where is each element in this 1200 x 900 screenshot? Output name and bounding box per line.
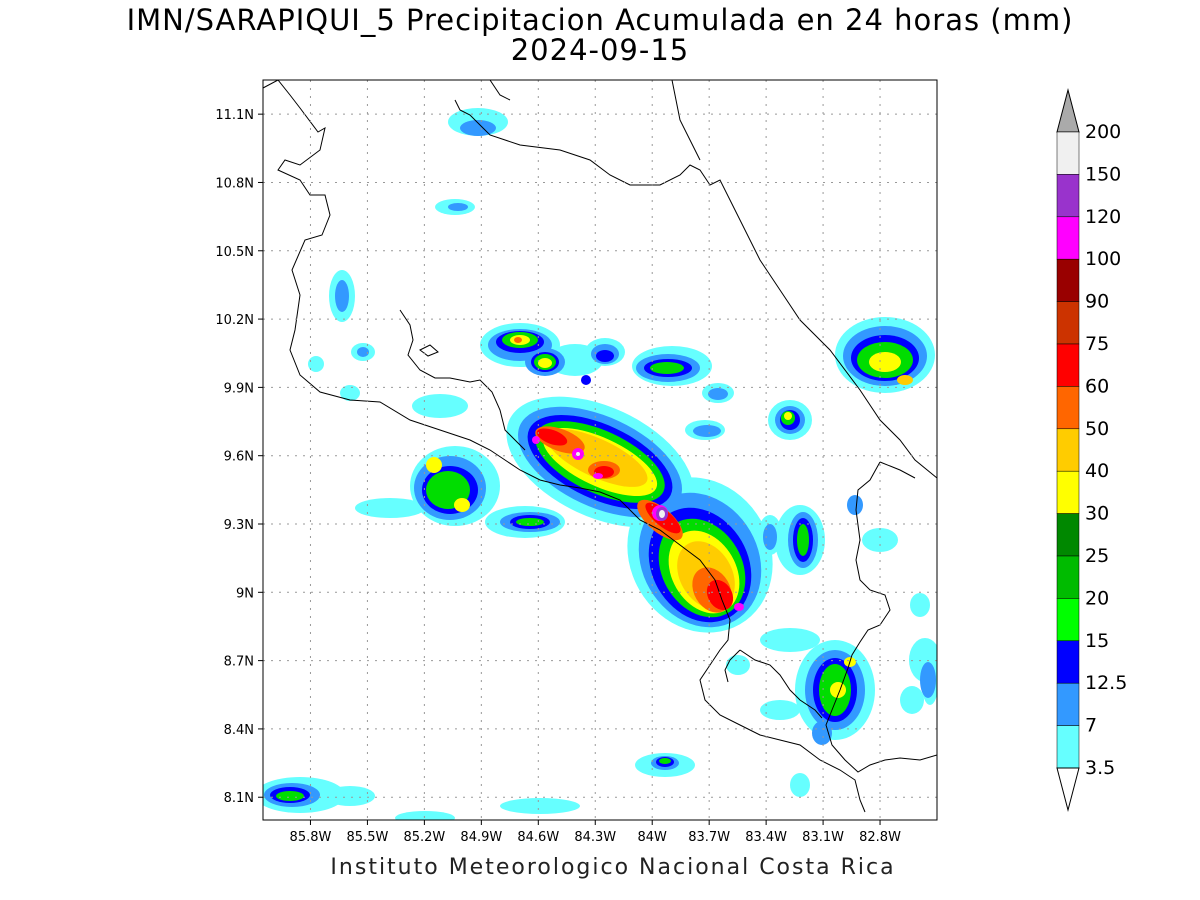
latitude-axis: 11.1N 10.8N 10.5N 10.2N 9.9N 9.6N 9.3N 9N 8.7N 8.… — [215, 108, 263, 806]
precip-200mm — [576, 452, 665, 518]
colorbar-segment — [1056, 555, 1080, 599]
colorbar-label: 120 — [1085, 206, 1121, 228]
lat-tick-label: 8.4N — [224, 723, 254, 738]
lat-tick-label: 11.1N — [215, 108, 254, 123]
colorbar-label: 30 — [1085, 503, 1109, 525]
colorbar-label: 75 — [1085, 333, 1109, 355]
colorbar-segment — [1056, 640, 1080, 684]
plot-area — [263, 80, 937, 820]
lon-tick-label: 83.1W — [802, 830, 844, 845]
map-grid — [263, 80, 937, 820]
lat-tick-label: 10.5N — [215, 245, 254, 260]
colorbar-segment — [1056, 258, 1080, 302]
colorbar-segment — [1056, 682, 1080, 726]
lat-tick-label: 10.2N — [215, 313, 254, 328]
lon-tick-label: 85.5W — [347, 830, 389, 845]
map-date: 2024-09-15 — [510, 33, 690, 67]
colorbar-label: 12.5 — [1085, 672, 1127, 694]
colorbar-segment — [1056, 470, 1080, 514]
colorbar-segment — [1056, 386, 1080, 430]
map-frame — [262, 79, 938, 821]
lon-tick-label: 83.4W — [745, 830, 787, 845]
colorbar-label: 50 — [1085, 418, 1109, 440]
colorbar-label: 150 — [1085, 163, 1121, 185]
colorbar-label: 60 — [1085, 375, 1109, 397]
colorbar: 200 150 120 100 90 75 60 50 40 30 25 20 15 12.5 7 3.5 — [1056, 88, 1127, 812]
longitude-axis: 85.8W 85.5W 85.2W 84.9W 84.6W 84.3W 84W 83.7W 83… — [290, 820, 901, 845]
colorbar-label: 15 — [1085, 630, 1109, 652]
coastlines — [263, 80, 937, 813]
lon-tick-label: 83.7W — [688, 830, 730, 845]
lon-tick-label: 82.8W — [859, 830, 901, 845]
lat-tick-label: 8.1N — [224, 791, 254, 806]
credit-text: Instituto Meteorologico Nacional Costa R… — [330, 855, 896, 880]
lon-tick-label: 84.6W — [517, 830, 559, 845]
colorbar-top-arrow — [1056, 88, 1080, 133]
lat-tick-label: 8.7N — [224, 655, 254, 670]
lat-tick-label: 9.9N — [224, 381, 254, 396]
colorbar-segment — [1056, 301, 1080, 345]
lat-tick-label: 10.8N — [215, 176, 254, 191]
lat-tick-label: 9N — [236, 586, 254, 601]
colorbar-segment — [1056, 174, 1080, 218]
lon-tick-label: 85.2W — [403, 830, 445, 845]
lon-tick-label: 85.8W — [290, 830, 332, 845]
colorbar-label: 40 — [1085, 460, 1109, 482]
colorbar-segment — [1056, 725, 1080, 769]
colorbar-label: 90 — [1085, 291, 1109, 313]
lat-tick-label: 9.6N — [224, 450, 254, 465]
colorbar-label: 20 — [1085, 587, 1109, 609]
colorbar-label: 25 — [1085, 545, 1109, 567]
lon-tick-label: 84.3W — [574, 830, 616, 845]
lon-tick-label: 84.9W — [460, 830, 502, 845]
colorbar-label: 3.5 — [1085, 757, 1115, 779]
colorbar-segment — [1056, 216, 1080, 260]
lat-tick-label: 9.3N — [224, 518, 254, 533]
colorbar-bottom-arrow — [1056, 767, 1080, 812]
colorbar-segment — [1056, 428, 1080, 472]
colorbar-label: 7 — [1085, 715, 1097, 737]
lon-tick-label: 84W — [638, 830, 668, 845]
colorbar-label: 100 — [1085, 248, 1121, 270]
colorbar-segment — [1056, 598, 1080, 642]
map-title: IMN/SARAPIQUI_5 Precipitacion Acumulada … — [126, 3, 1074, 37]
colorbar-segment — [1056, 513, 1080, 557]
colorbar-segment — [1056, 343, 1080, 387]
colorbar-label: 200 — [1085, 121, 1121, 143]
colorbar-segment — [1056, 131, 1080, 175]
